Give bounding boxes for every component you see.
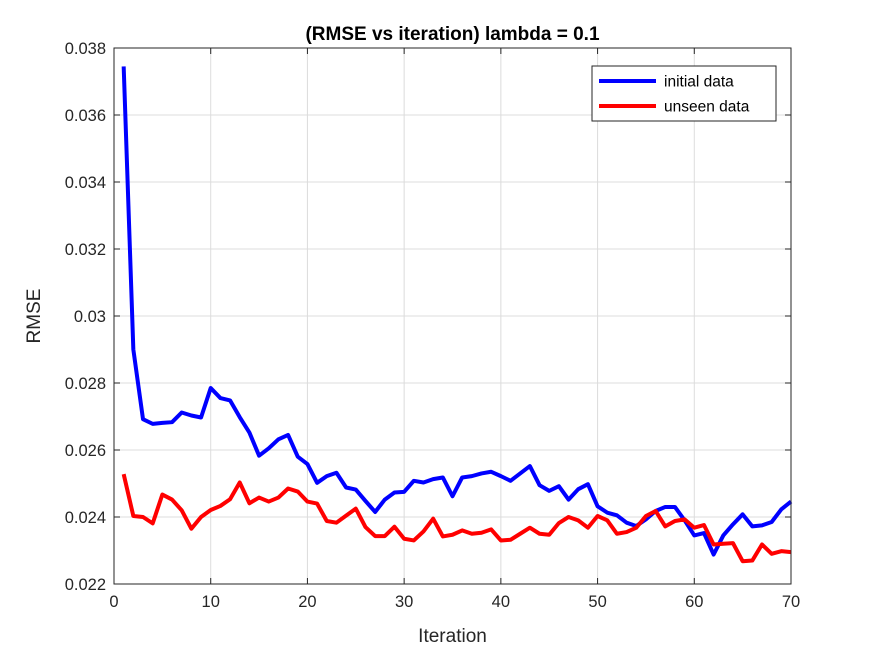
y-tick-label: 0.032	[65, 241, 106, 259]
chart-title: (RMSE vs iteration) lambda = 0.1	[305, 24, 599, 45]
legend: initial data unseen data	[591, 65, 777, 122]
legend-label: initial data	[664, 74, 734, 91]
y-tick-label: 0.038	[65, 40, 106, 58]
series-line-initial-data	[121, 66, 793, 557]
ticks: 0 10 20 30 40 50 60 70 0.022 0.024 0.026 0.028 0.03 0…	[65, 40, 800, 611]
x-tick-label: 60	[685, 593, 703, 611]
y-tick-label: 0.034	[65, 174, 106, 192]
y-tick-label: 0.022	[65, 576, 106, 594]
x-tick-label: 20	[298, 593, 316, 611]
x-tick-label: 30	[395, 593, 413, 611]
x-axis-title: Iteration	[418, 626, 487, 647]
x-tick-label: 10	[202, 593, 220, 611]
x-tick-label: 0	[109, 593, 118, 611]
legend-box	[591, 65, 777, 122]
x-tick-label: 50	[588, 593, 606, 611]
x-tick-label: 70	[782, 593, 800, 611]
x-tick-label: 40	[492, 593, 510, 611]
y-tick-label: 0.03	[74, 308, 106, 326]
legend-label: unseen data	[664, 99, 750, 116]
y-tick-label: 0.026	[65, 442, 106, 460]
series-layer	[121, 66, 793, 564]
series-line-unseen-data	[121, 473, 792, 564]
y-tick-label: 0.024	[65, 509, 106, 527]
y-tick-label: 0.036	[65, 107, 106, 125]
y-axis-title: RMSE	[24, 289, 45, 344]
y-tick-label: 0.028	[65, 375, 106, 393]
